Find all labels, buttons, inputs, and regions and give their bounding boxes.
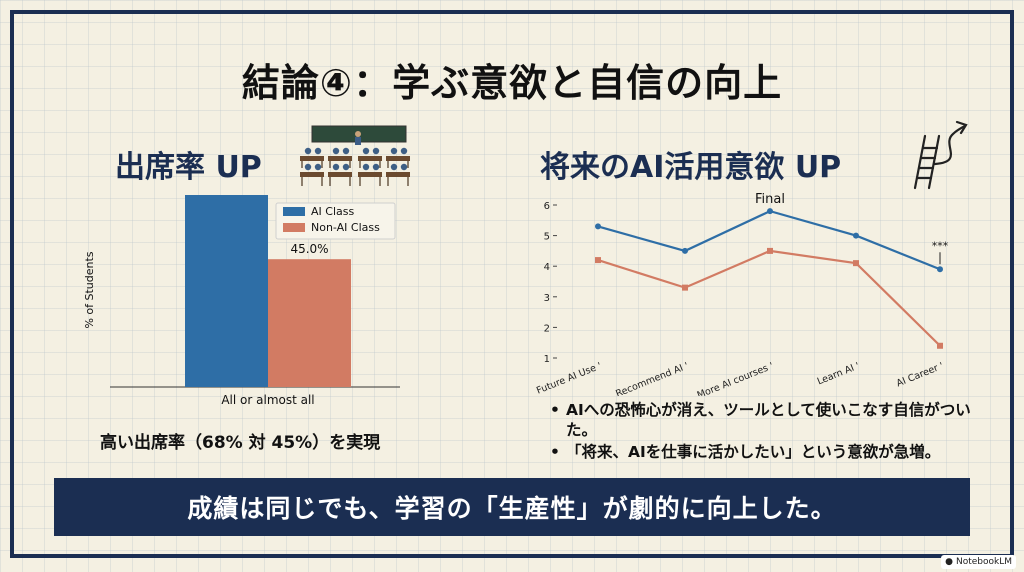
finding-item: AIへの恐怖心が消え、ツールとして使いこなす自信がついた。 <box>548 400 988 440</box>
series-point <box>853 232 859 239</box>
series-point <box>853 260 859 267</box>
y-tick-label: 6 <box>544 201 550 212</box>
series-line-1 <box>597 209 941 271</box>
legend-label: AI Class <box>311 205 354 218</box>
x-tick-label: Future AI Use ' <box>535 361 603 396</box>
slide-frame <box>10 10 1014 558</box>
slide-title: 結論④：学ぶ意欲と自信の向上 <box>241 61 783 105</box>
series-point <box>767 247 773 254</box>
legend-label: Non-AI Class <box>311 221 380 234</box>
annotation-final: Final <box>755 192 785 207</box>
bar-non-ai-class <box>268 259 351 387</box>
series-line-2 <box>597 249 941 347</box>
series-point <box>595 223 601 230</box>
x-tick-label: Learn AI ' <box>816 361 861 388</box>
ladder-arrow-icon <box>913 120 968 190</box>
x-tick-label: More AI courses ' <box>696 361 775 396</box>
bar-data-label: 45.0% <box>290 242 328 256</box>
findings-list: AIへの恐怖心が消え、ツールとして使いこなす自信がついた。 「将来、AIを仕事に… <box>548 400 988 464</box>
series-point <box>937 266 943 273</box>
attendance-caption: 高い出席率（68% 対 45%）を実現 <box>100 433 381 453</box>
annotation-significance: *** <box>932 239 949 252</box>
y-tick-label: 5 <box>544 232 550 243</box>
y-tick-label: 4 <box>544 262 550 273</box>
ai-motivation-heading: 将来のAI活用意欲 UP <box>540 150 842 185</box>
series-point <box>767 208 773 215</box>
x-tick-label: AI Career ' <box>895 361 945 390</box>
conclusion-banner: 成績は同じでも、学習の「生産性」が劇的に向上した。 <box>54 478 970 536</box>
attendance-heading: 出席率 UP <box>115 150 262 185</box>
series-point <box>937 342 943 349</box>
attendance-bar-chart: 68.0%45.0%All or almost all% of Students… <box>83 195 400 407</box>
y-tick-label: 2 <box>544 323 550 334</box>
x-tick-label: All or almost all <box>221 393 314 407</box>
bar-ai-class <box>185 195 268 387</box>
classroom-icon <box>300 125 410 186</box>
ai-motivation-line-chart: 1 2 3 4 5 6 Final *** Future AI Use ' Recommend A… <box>535 192 949 396</box>
x-tick-label: Recommend AI ' <box>614 361 690 396</box>
y-tick-label: 1 <box>544 354 550 365</box>
legend-swatch <box>283 207 305 216</box>
y-axis-label: % of Students <box>83 251 96 328</box>
y-tick-label: 3 <box>544 293 550 304</box>
series-point <box>682 247 688 254</box>
notebooklm-badge: ● NotebookLM <box>941 555 1016 569</box>
chart-legend: AI Class Non-AI Class <box>275 202 396 240</box>
conclusion-text: 成績は同じでも、学習の「生産性」が劇的に向上した。 <box>187 494 837 523</box>
notebooklm-icon: ● <box>945 557 953 567</box>
badge-label: NotebookLM <box>955 557 1012 567</box>
series-point <box>682 284 688 291</box>
series-point <box>595 257 601 264</box>
legend-swatch <box>283 223 305 232</box>
finding-item: 「将来、AIを仕事に活かしたい」という意欲が急増。 <box>548 442 988 462</box>
